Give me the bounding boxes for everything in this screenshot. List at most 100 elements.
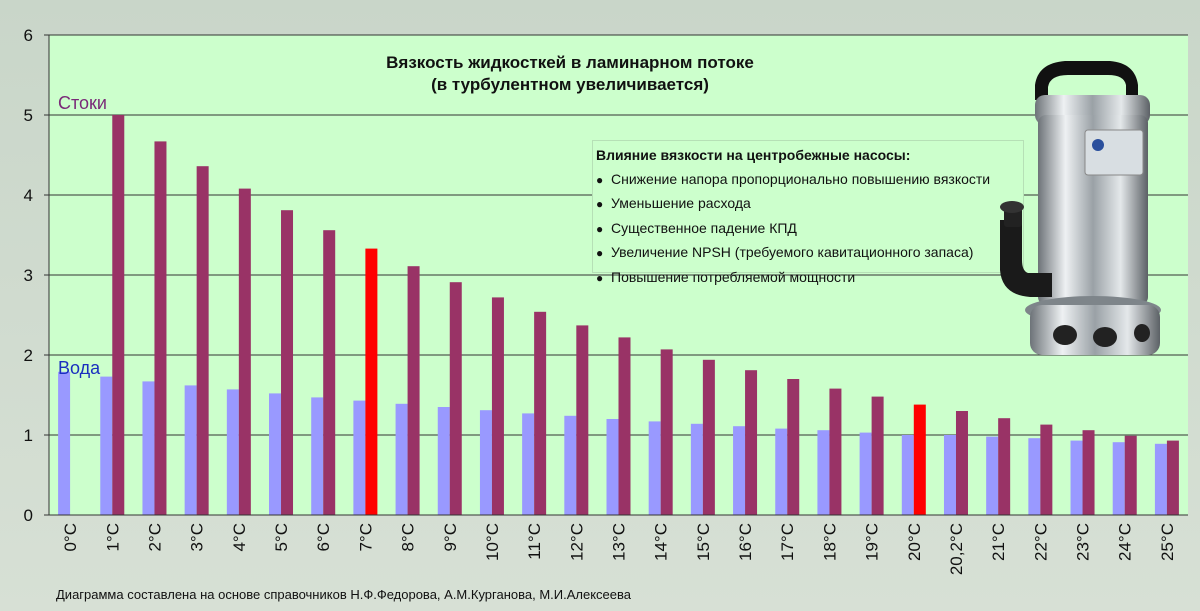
x-tick-label: 1°C <box>103 523 122 552</box>
y-tick-label: 4 <box>24 186 33 205</box>
bar-stoki <box>660 349 673 515</box>
y-tick-label: 0 <box>24 506 33 525</box>
infobox-list: Снижение напора пропорционально повышени… <box>596 168 1023 291</box>
chart-subtitle: (в турбулентном увеличивается) <box>431 75 709 94</box>
x-tick-label: 22°C <box>1031 523 1050 561</box>
x-tick-label: 17°C <box>778 523 797 561</box>
bar-voda <box>437 407 450 515</box>
bar-stoki <box>1040 424 1053 515</box>
bar-voda <box>648 421 661 515</box>
x-tick-label: 11°C <box>525 523 544 560</box>
infobox-item: Повышение потребляемой мощности <box>596 266 1023 291</box>
x-tick-label: 6°C <box>314 523 333 552</box>
bar-stoki <box>154 141 167 515</box>
bar-stoki <box>576 325 589 515</box>
pump-hole <box>1134 324 1150 342</box>
bar-stoki <box>323 230 336 515</box>
infobox-item: Уменьшение расхода <box>596 192 1023 217</box>
bar-voda <box>226 389 239 515</box>
bar-voda <box>1154 443 1167 515</box>
y-tick-label: 1 <box>24 426 33 445</box>
chart-title: Вязкость жидкосткей в ламинарном потоке … <box>300 52 840 96</box>
bar-voda <box>901 435 914 515</box>
bar-stoki <box>112 115 125 515</box>
x-tick-label: 4°C <box>230 523 249 552</box>
x-tick-label: 13°C <box>610 523 629 561</box>
bar-voda <box>142 381 155 515</box>
pump-label-plate <box>1084 129 1144 176</box>
y-tick-label: 3 <box>24 266 33 285</box>
bar-voda <box>522 413 535 515</box>
bar-voda <box>817 430 830 515</box>
bar-stoki <box>1166 440 1179 515</box>
bar-voda <box>859 432 872 515</box>
y-tick-label: 6 <box>24 26 33 45</box>
x-tick-label: 7°C <box>356 523 375 552</box>
x-tick-label: 19°C <box>863 523 882 561</box>
bar-stoki <box>491 297 504 515</box>
pump-outlet-cap <box>1000 201 1024 213</box>
viscosity-effects-box: Влияние вязкости на центробежные насосы:… <box>592 140 1024 285</box>
bar-stoki <box>745 370 758 515</box>
source-footnote: Диаграмма составлена на основе справочни… <box>56 587 632 602</box>
x-tick-label: 21°C <box>989 523 1008 561</box>
bar-stoki <box>407 266 420 515</box>
bar-voda <box>606 419 619 515</box>
bar-voda <box>1070 440 1083 515</box>
pump-outlet <box>1000 220 1052 297</box>
pump-hole <box>1053 325 1077 345</box>
bar-voda <box>58 371 71 515</box>
chart-title-line1: Вязкость жидкосткей в ламинарном потоке <box>386 53 754 72</box>
bar-voda <box>690 423 703 515</box>
bar-voda <box>986 436 999 515</box>
bar-stoki <box>829 388 842 515</box>
bar-voda <box>353 400 366 515</box>
bar-voda <box>564 415 577 515</box>
bar-stoki <box>871 396 884 515</box>
x-tick-label: 10°C <box>483 523 502 561</box>
bar-voda <box>269 393 282 515</box>
bar-stoki <box>238 188 251 515</box>
bar-stoki-highlight <box>913 404 926 515</box>
x-tick-label: 0°C <box>61 523 80 552</box>
x-tick-label: 16°C <box>736 523 755 561</box>
bar-voda <box>100 376 113 515</box>
x-tick-label: 20,2°C <box>947 523 966 575</box>
x-tick-label: 8°C <box>399 523 418 552</box>
y-tick-label: 2 <box>24 346 33 365</box>
x-tick-label: 15°C <box>694 523 713 561</box>
bar-voda <box>479 410 492 515</box>
x-tick-label: 25°C <box>1158 523 1177 561</box>
x-axis-ticks: 0°C 1°C 2°C 3°C 4°C 5°C 6°C 7°C 8°C 9°C 10°C 11°C 12… <box>61 523 1177 575</box>
bars <box>58 115 1179 515</box>
x-tick-label: 14°C <box>652 523 671 561</box>
x-tick-label: 20°C <box>905 523 924 561</box>
bar-stoki <box>955 411 968 515</box>
x-tick-label: 12°C <box>567 523 586 561</box>
pump-brand <box>1092 139 1104 151</box>
x-tick-label: 23°C <box>1074 523 1093 561</box>
bar-stoki <box>1124 435 1137 515</box>
pump-handle <box>1035 61 1138 110</box>
bar-stoki <box>196 166 209 515</box>
bar-voda <box>775 428 788 515</box>
bar-stoki <box>534 311 547 515</box>
pump-photo <box>1000 61 1161 355</box>
bar-voda <box>395 403 408 515</box>
bar-stoki <box>998 418 1011 515</box>
infobox-item: Увеличение NPSH (требуемого кавитационно… <box>596 241 1023 266</box>
bar-stoki <box>787 379 800 515</box>
infobox-item: Снижение напора пропорционально повышени… <box>596 168 1023 193</box>
bar-stoki <box>449 282 462 515</box>
bar-stoki-highlight <box>365 248 378 515</box>
pump-hole <box>1093 327 1117 347</box>
infobox-item: Существенное падение КПД <box>596 217 1023 242</box>
bar-stoki <box>702 359 715 515</box>
bar-voda <box>1112 442 1125 515</box>
bar-voda <box>733 426 746 515</box>
x-tick-label: 9°C <box>441 523 460 552</box>
x-tick-label: 18°C <box>820 523 839 561</box>
x-tick-label: 3°C <box>188 523 207 552</box>
bar-voda <box>184 385 197 515</box>
bar-stoki <box>281 210 294 515</box>
